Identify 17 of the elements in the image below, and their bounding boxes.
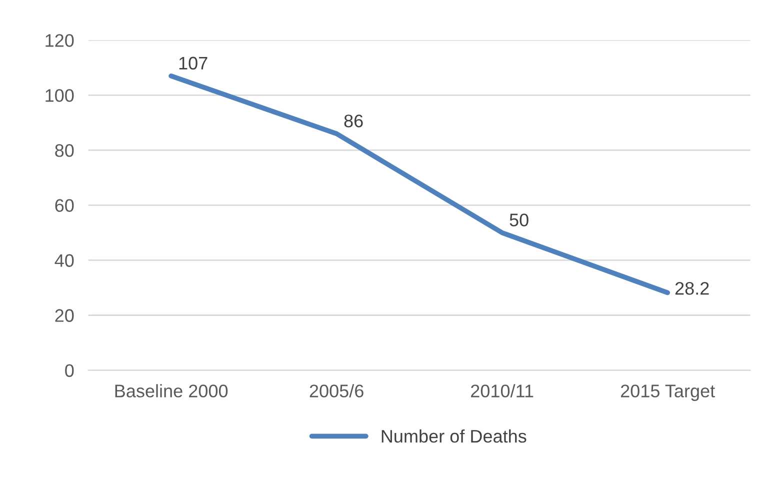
data-label: 86 [344, 114, 363, 128]
legend-label: Number of Deaths [382, 429, 526, 443]
y-tick-label: 0 [65, 364, 74, 377]
y-tick-label: 80 [55, 144, 74, 157]
x-tick-label: Baseline 2000 [115, 384, 228, 398]
y-tick-label: 60 [55, 199, 74, 212]
y-tick-label: 120 [46, 34, 74, 47]
x-tick-label: 2010/11 [471, 384, 534, 398]
x-tick-label: 2015 Target [620, 384, 715, 401]
data-label: 107 [179, 56, 208, 70]
y-tick-label: 20 [55, 309, 74, 322]
line-series [168, 74, 670, 296]
y-tick-label: 40 [54, 254, 74, 267]
data-label: 50 [510, 214, 528, 226]
y-tick-label: 100 [46, 89, 74, 102]
data-label: 28.2 [675, 282, 709, 295]
x-tick-label: 2005/6 [310, 384, 364, 398]
